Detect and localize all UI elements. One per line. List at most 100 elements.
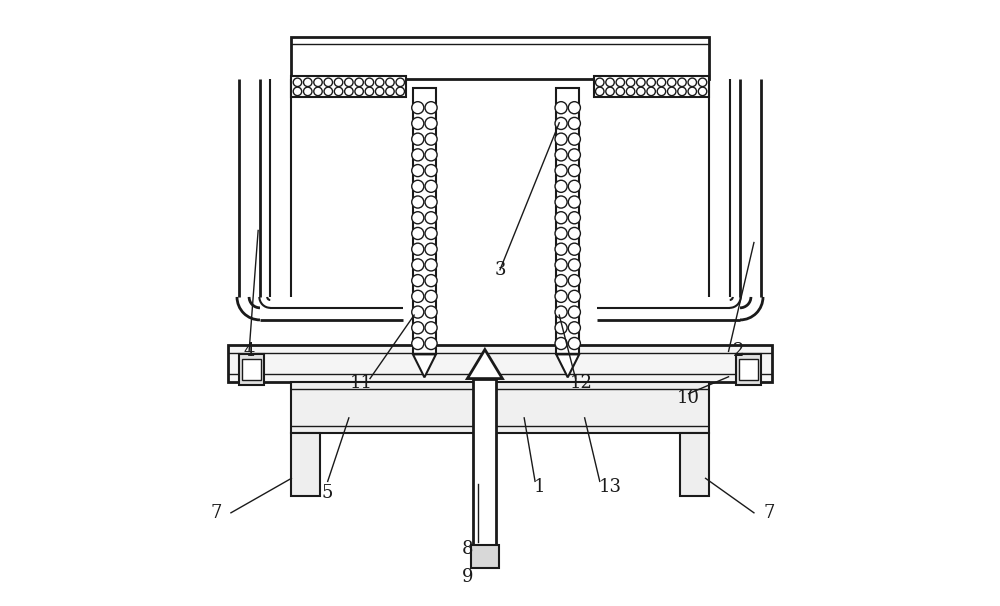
Circle shape [425, 149, 437, 161]
Circle shape [626, 78, 635, 87]
Circle shape [606, 87, 614, 96]
Circle shape [667, 78, 676, 87]
Circle shape [555, 102, 567, 114]
Text: 2: 2 [733, 342, 745, 361]
Circle shape [606, 78, 614, 87]
Bar [291, 76, 406, 98]
Circle shape [555, 165, 567, 176]
Circle shape [555, 275, 567, 287]
Circle shape [568, 118, 580, 130]
Text: 8: 8 [462, 540, 474, 558]
Circle shape [293, 78, 302, 87]
Circle shape [412, 290, 424, 302]
Circle shape [657, 78, 666, 87]
Bar [291, 433, 320, 496]
Circle shape [412, 211, 424, 224]
Text: 11: 11 [349, 374, 372, 392]
Circle shape [425, 275, 437, 287]
Circle shape [412, 196, 424, 208]
Bar [556, 88, 579, 355]
Circle shape [412, 322, 424, 334]
Circle shape [555, 196, 567, 208]
Circle shape [355, 78, 363, 87]
Circle shape [425, 322, 437, 334]
Circle shape [425, 306, 437, 318]
Text: 9: 9 [462, 568, 474, 587]
Circle shape [345, 78, 353, 87]
Text: 4: 4 [243, 342, 255, 361]
Text: 7: 7 [763, 504, 775, 522]
Bar [228, 345, 772, 382]
Circle shape [412, 180, 424, 192]
Circle shape [698, 78, 707, 87]
Circle shape [386, 87, 394, 96]
Circle shape [647, 87, 655, 96]
Circle shape [396, 78, 404, 87]
Circle shape [425, 196, 437, 208]
Circle shape [412, 306, 424, 318]
Circle shape [412, 338, 424, 350]
Circle shape [293, 87, 302, 96]
Circle shape [555, 149, 567, 161]
Circle shape [568, 149, 580, 161]
Circle shape [596, 87, 604, 96]
Circle shape [425, 338, 437, 350]
Circle shape [568, 133, 580, 145]
Bar [291, 382, 709, 433]
Circle shape [304, 78, 312, 87]
Bar [239, 354, 264, 385]
Circle shape [412, 165, 424, 176]
Circle shape [637, 78, 645, 87]
Circle shape [555, 180, 567, 192]
Circle shape [637, 87, 645, 96]
Circle shape [657, 87, 666, 96]
Circle shape [555, 211, 567, 224]
Text: 5: 5 [322, 484, 333, 502]
Circle shape [375, 78, 384, 87]
Circle shape [568, 102, 580, 114]
Bar [736, 354, 761, 385]
Circle shape [555, 259, 567, 271]
Circle shape [568, 211, 580, 224]
Circle shape [365, 87, 374, 96]
Circle shape [647, 78, 655, 87]
Circle shape [375, 87, 384, 96]
Circle shape [334, 87, 343, 96]
Circle shape [304, 87, 312, 96]
Circle shape [678, 87, 686, 96]
Circle shape [345, 87, 353, 96]
Circle shape [412, 243, 424, 255]
Circle shape [698, 87, 707, 96]
Circle shape [678, 78, 686, 87]
Text: 10: 10 [677, 389, 700, 407]
Circle shape [555, 133, 567, 145]
Circle shape [568, 243, 580, 255]
Polygon shape [467, 350, 502, 379]
Text: 13: 13 [599, 478, 622, 496]
Bar [473, 379, 496, 545]
Circle shape [667, 87, 676, 96]
Circle shape [555, 290, 567, 302]
Text: 3: 3 [494, 261, 506, 279]
Circle shape [568, 275, 580, 287]
Polygon shape [413, 355, 436, 378]
Circle shape [688, 87, 696, 96]
Text: 12: 12 [570, 374, 593, 392]
Circle shape [555, 322, 567, 334]
Circle shape [396, 87, 404, 96]
Circle shape [688, 78, 696, 87]
Circle shape [616, 87, 625, 96]
Circle shape [626, 87, 635, 96]
Circle shape [412, 259, 424, 271]
Text: 7: 7 [210, 504, 222, 522]
Bar [471, 545, 499, 568]
Circle shape [355, 87, 363, 96]
Text: 1: 1 [534, 478, 545, 496]
Circle shape [568, 322, 580, 334]
Bar [242, 359, 261, 381]
Circle shape [425, 290, 437, 302]
Circle shape [412, 149, 424, 161]
Circle shape [568, 180, 580, 192]
Polygon shape [556, 355, 579, 378]
Circle shape [412, 102, 424, 114]
